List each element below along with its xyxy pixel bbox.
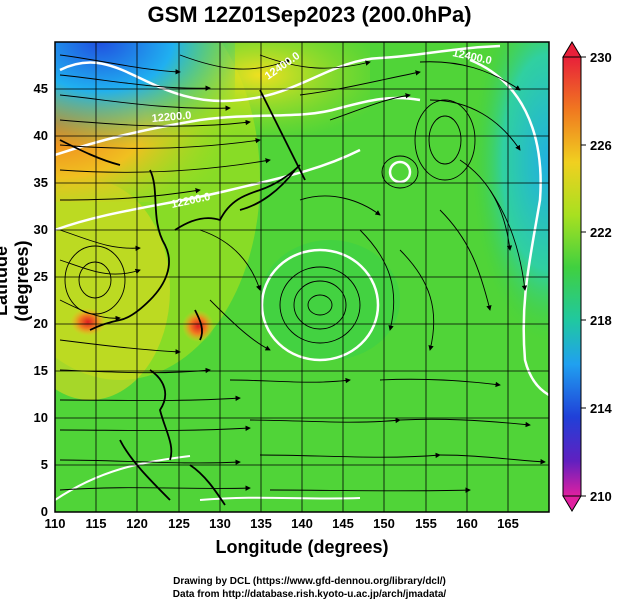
x-tick-label: 135 xyxy=(250,516,272,531)
contour-small-ring xyxy=(388,160,412,184)
y-tick-label: 25 xyxy=(34,269,48,284)
x-tick-label: 115 xyxy=(86,516,107,531)
y-tick-label: 45 xyxy=(34,81,48,96)
coastlines xyxy=(59,89,306,506)
y-tick-label: 40 xyxy=(34,128,48,143)
y-tick-label: 0 xyxy=(41,504,48,519)
x-axis-label: Longitude (degrees) xyxy=(215,537,389,557)
streamlines xyxy=(59,54,546,493)
y-tick-label: 30 xyxy=(34,222,48,237)
colorbar-top-arrow xyxy=(562,41,582,58)
colorbar: 230 226 222 218 214 210 xyxy=(562,41,612,512)
contour-12400-east xyxy=(469,58,549,397)
y-tick-label: 20 xyxy=(34,316,48,331)
colorbar-body xyxy=(562,56,582,497)
x-tick-label: 165 xyxy=(497,516,519,531)
y-tick-label: 35 xyxy=(34,175,48,190)
colorbar-tick-label: 218 xyxy=(590,313,612,328)
map-title: GSM 12Z01Sep2023 (200.0hPa) xyxy=(147,2,472,27)
x-tick-label: 125 xyxy=(168,516,190,531)
colorbar-bottom-arrow xyxy=(562,495,582,512)
x-tick-label: 130 xyxy=(209,516,231,531)
credit-drawing: Drawing by DCL (https://www.gfd-dennou.o… xyxy=(173,576,446,587)
plot-frame xyxy=(54,41,550,513)
colorbar-tick-label: 210 xyxy=(590,489,612,504)
x-tick-label: 140 xyxy=(291,516,313,531)
contour-12200-south xyxy=(55,455,191,501)
x-tick-label: 120 xyxy=(126,516,148,531)
contour-high-center xyxy=(260,248,380,362)
colorbar-tick-label: 230 xyxy=(590,50,612,65)
y-axis-ticks: 0 5 10 15 20 25 30 35 40 45 xyxy=(34,81,48,519)
credit-data: Data from http://database.rish.kyoto-u.a… xyxy=(172,589,447,600)
contour-12200-north xyxy=(55,96,421,157)
anticyclone-swirl xyxy=(64,99,476,344)
y-tick-label: 5 xyxy=(41,457,48,472)
x-axis-ticks: 110 115 120 125 130 135 140 145 150 155 … xyxy=(45,516,519,531)
y-tick-label: 10 xyxy=(34,410,48,425)
contour-12400-north xyxy=(59,44,501,103)
grid-lines xyxy=(55,42,549,512)
x-tick-label: 145 xyxy=(332,516,354,531)
y-tick-label: 15 xyxy=(34,363,48,378)
y-axis-label: Latitude (degrees) xyxy=(0,240,32,322)
colorbar-tick-label: 214 xyxy=(590,401,612,416)
colorbar-tick-label: 226 xyxy=(590,138,612,153)
x-tick-label: 150 xyxy=(373,516,395,531)
x-tick-label: 155 xyxy=(415,516,437,531)
contour-12200-mid xyxy=(55,148,361,232)
x-tick-label: 160 xyxy=(456,516,478,531)
colorbar-tick-label: 222 xyxy=(590,225,612,240)
contour-label-12200-north: 12200.0 xyxy=(151,110,192,125)
x-tick-label: 110 xyxy=(45,516,66,531)
